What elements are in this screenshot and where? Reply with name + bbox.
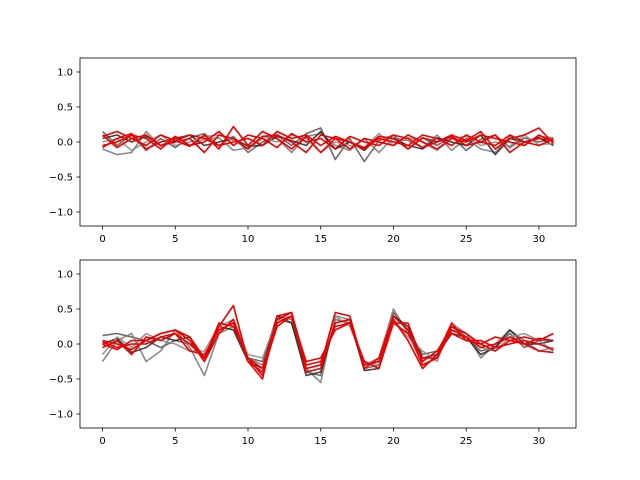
series-line-4 <box>102 132 554 154</box>
y-tick-label: 0.5 <box>57 103 73 114</box>
x-tick-label: 10 <box>242 234 255 245</box>
x-tick-label: 20 <box>387 436 400 447</box>
x-tick-label: 5 <box>172 234 178 245</box>
y-tick-label: 0.5 <box>57 305 73 316</box>
y-tick-label: 1.0 <box>57 270 73 281</box>
x-tick-label: 10 <box>242 436 255 447</box>
x-tick-label: 25 <box>460 234 473 245</box>
x-tick-label: 20 <box>387 234 400 245</box>
y-tick-label: 1.0 <box>57 68 73 79</box>
y-tick-label: 0.0 <box>57 340 73 351</box>
x-tick-label: 15 <box>314 234 327 245</box>
series-line-7 <box>102 134 554 154</box>
x-tick-label: 0 <box>99 234 105 245</box>
series-line-8 <box>102 311 554 373</box>
series-line-8 <box>102 130 554 150</box>
y-tick-label: 0.0 <box>57 138 73 149</box>
top-axes: 0 5 10 15 20 25 30 −1.0 −0.5 0.0 0.5 1.0 <box>49 57 577 245</box>
x-tick-label: 5 <box>172 436 178 447</box>
x-tick-label: 25 <box>460 436 473 447</box>
x-tick-label: 15 <box>314 436 327 447</box>
x-tick-label: 0 <box>99 436 105 447</box>
bottom-axes: 0 5 10 15 20 25 30 −1.0 −0.5 0.0 0.5 1.0 <box>49 259 577 447</box>
series-line-7 <box>102 311 554 373</box>
y-tick-label: −1.0 <box>49 208 73 219</box>
x-tick-label: 30 <box>533 234 546 245</box>
x-tick-label: 30 <box>533 436 546 447</box>
series-group <box>101 125 555 163</box>
y-tick-label: −0.5 <box>49 173 73 184</box>
y-tick-label: −1.0 <box>49 410 73 421</box>
series-group <box>101 304 554 384</box>
y-tick-label: −0.5 <box>49 375 73 386</box>
